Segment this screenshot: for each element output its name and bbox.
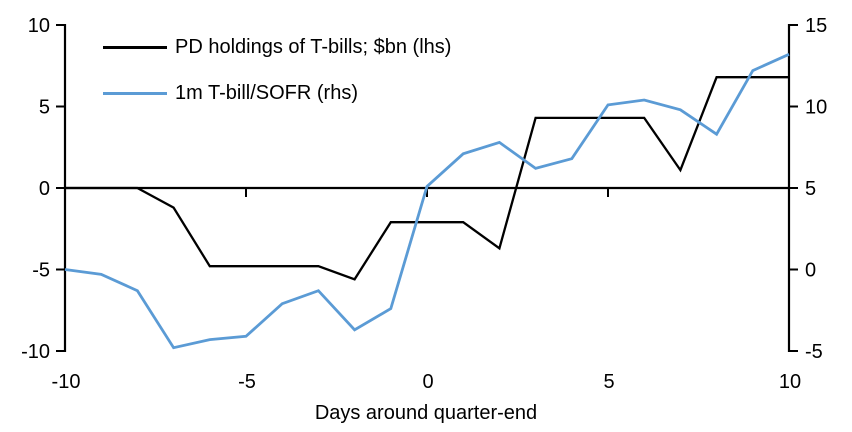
legend-item-pd-holdings: PD holdings of T-bills; $bn (lhs) (103, 33, 451, 61)
left-axis-tick-label: -5 (32, 260, 50, 282)
x-axis-tick-label: 10 (779, 371, 801, 393)
right-axis-tick-label: 5 (805, 178, 816, 200)
legend-label: PD holdings of T-bills; $bn (lhs) (175, 36, 452, 58)
right-axis-tick-label: 0 (805, 260, 816, 282)
x-axis-tick-label: -10 (52, 371, 81, 393)
chart-legend: PD holdings of T-bills; $bn (lhs) 1m T-bi… (103, 33, 451, 125)
series-line-pd-holdings (65, 76, 789, 281)
right-axis-tick-label: 10 (805, 97, 827, 119)
x-axis-tick-label: -5 (238, 371, 256, 393)
right-axis-tick-label: 15 (805, 15, 827, 37)
legend-label: 1m T-bill/SOFR (rhs) (175, 82, 358, 104)
left-axis-tick-label: 0 (39, 178, 50, 200)
series-line-tbill-sofr (64, 53, 790, 350)
x-axis-title: Days around quarter-end (314, 402, 538, 424)
legend-line-swatch (103, 91, 167, 95)
legend-item-tbill-sofr: 1m T-bill/SOFR (rhs) (103, 79, 451, 107)
x-axis-tick-label: 5 (603, 371, 614, 393)
left-axis-tick-label: 5 (39, 97, 50, 119)
x-axis-tick-label: 0 (422, 371, 433, 393)
legend-line-swatch (103, 45, 167, 49)
left-axis-tick-label: -10 (21, 341, 50, 363)
left-axis-tick-label: 10 (28, 15, 50, 37)
right-axis-tick-label: -5 (805, 341, 823, 363)
